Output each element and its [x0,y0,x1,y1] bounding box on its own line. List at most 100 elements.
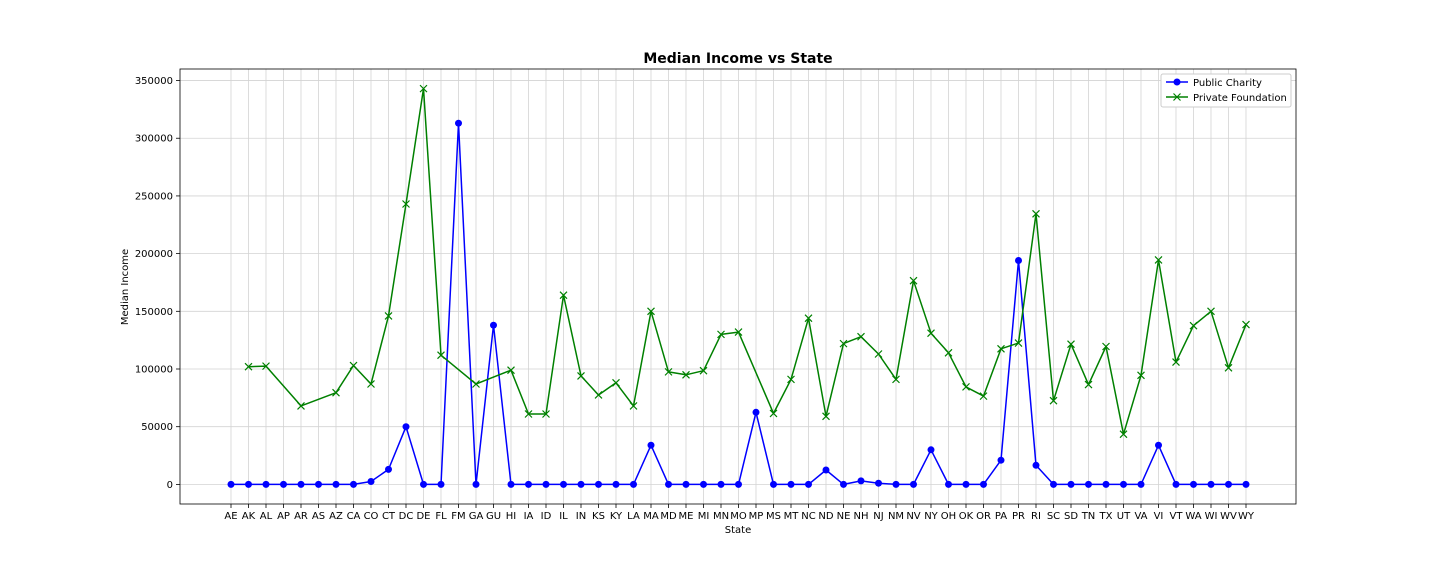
data-point-public-charity [490,321,497,329]
x-tick-label: PR [1012,511,1025,522]
data-point-private-foundation [297,401,305,410]
x-tick-label: VA [1134,511,1147,522]
x-tick-label: ME [679,511,694,522]
x-tick-label: TX [1099,511,1113,522]
data-point-private-foundation [664,367,673,376]
data-point-public-charity [367,478,375,485]
data-point-private-foundation [349,361,358,370]
data-point-private-foundation [629,401,638,410]
x-tick-label: MO [730,511,747,522]
x-tick-label: IL [559,511,568,522]
x-tick-label: MA [643,511,659,522]
data-point-public-charity [665,480,672,488]
x-tick-label: ID [541,511,552,522]
data-point-public-charity [560,480,567,488]
legend-marker-public-charity [1173,78,1181,86]
data-point-public-charity [385,465,392,473]
data-point-public-charity [402,423,410,431]
data-point-private-foundation [1207,307,1215,316]
data-point-public-charity [332,480,340,488]
x-tick-label: VT [1170,511,1184,522]
data-point-public-charity [770,480,777,488]
data-point-private-foundation [682,370,690,379]
data-point-public-charity [350,480,357,488]
data-point-private-foundation [559,291,568,300]
x-tick-label: NC [801,511,815,522]
x-tick-label: PA [995,511,1007,522]
data-point-public-charity [315,480,322,488]
data-point-public-charity [1050,480,1057,488]
data-point-private-foundation [857,332,865,341]
data-point-public-charity [245,480,252,488]
x-tick-label: GU [486,511,501,522]
data-point-public-charity [1102,480,1110,488]
data-point-public-charity [962,480,970,488]
x-tick-label: OH [941,511,956,522]
chart-title: Median Income vs State [643,51,832,67]
x-tick-label: AE [224,511,237,522]
series [227,84,1250,488]
y-tick-label: 150000 [135,307,173,318]
x-axis-label: State [725,525,751,536]
data-point-public-charity [822,466,830,474]
data-point-public-charity [262,480,270,488]
x-tick-label: CT [382,511,396,522]
data-point-private-foundation [874,350,883,358]
x-axis-ticks: AE AK AL AP AR AS AZ CA CO CT DC DE FL FM GA GU HI IA ID IL… [224,504,1255,522]
data-point-public-charity [297,480,305,488]
x-tick-label: NH [854,511,869,522]
x-tick-label: GA [469,511,484,522]
data-point-public-charity [420,480,427,488]
data-point-public-charity [507,480,515,488]
data-point-private-foundation [577,371,585,380]
data-point-private-foundation [1032,209,1040,218]
data-point-private-foundation [1172,358,1180,367]
data-point-public-charity [1120,480,1127,488]
data-point-public-charity [787,480,795,488]
x-tick-label: CO [364,511,379,522]
data-point-private-foundation [262,362,270,371]
x-tick-label: SD [1064,511,1078,522]
x-tick-label: FM [451,511,465,522]
x-tick-label: IN [576,511,586,522]
x-tick-label: SC [1047,511,1060,522]
x-tick-label: OR [976,511,991,522]
data-point-public-charity [472,480,480,488]
grid [180,69,1296,504]
x-tick-label: DC [399,511,414,522]
x-tick-label: CA [347,511,361,522]
data-point-private-foundation [402,200,410,208]
legend-marker-private-foundation [1173,93,1181,101]
x-tick-label: FL [435,511,447,522]
x-tick-label: TN [1081,511,1096,522]
x-tick-label: HI [506,511,516,522]
data-point-public-charity [630,480,637,488]
data-point-private-foundation [367,380,375,388]
data-point-public-charity [840,480,847,488]
data-point-private-foundation [1154,256,1163,264]
data-point-public-charity [542,480,550,488]
x-tick-label: NE [837,511,851,522]
data-point-private-foundation [787,375,795,384]
data-point-public-charity [1172,480,1180,488]
x-tick-label: VI [1154,511,1164,522]
data-point-private-foundation [769,409,778,418]
data-point-public-charity [1155,441,1162,449]
x-tick-label: WI [1205,511,1218,522]
data-point-private-foundation [944,348,953,357]
data-point-private-foundation [1242,320,1250,329]
data-point-private-foundation [332,388,340,397]
plot-area-frame [179,68,1297,505]
x-tick-label: OK [959,511,974,522]
y-axis-label: Median Income [120,249,131,325]
data-point-public-charity [945,480,952,488]
data-point-private-foundation [734,328,743,337]
data-point-private-foundation [437,351,445,360]
x-tick-label: NY [924,511,938,522]
data-point-private-foundation [1137,371,1145,380]
x-tick-label: MS [766,511,781,522]
x-tick-label: LA [627,511,640,522]
x-tick-label: NV [906,511,920,522]
data-point-private-foundation [892,375,900,384]
data-point-public-charity [997,456,1005,464]
